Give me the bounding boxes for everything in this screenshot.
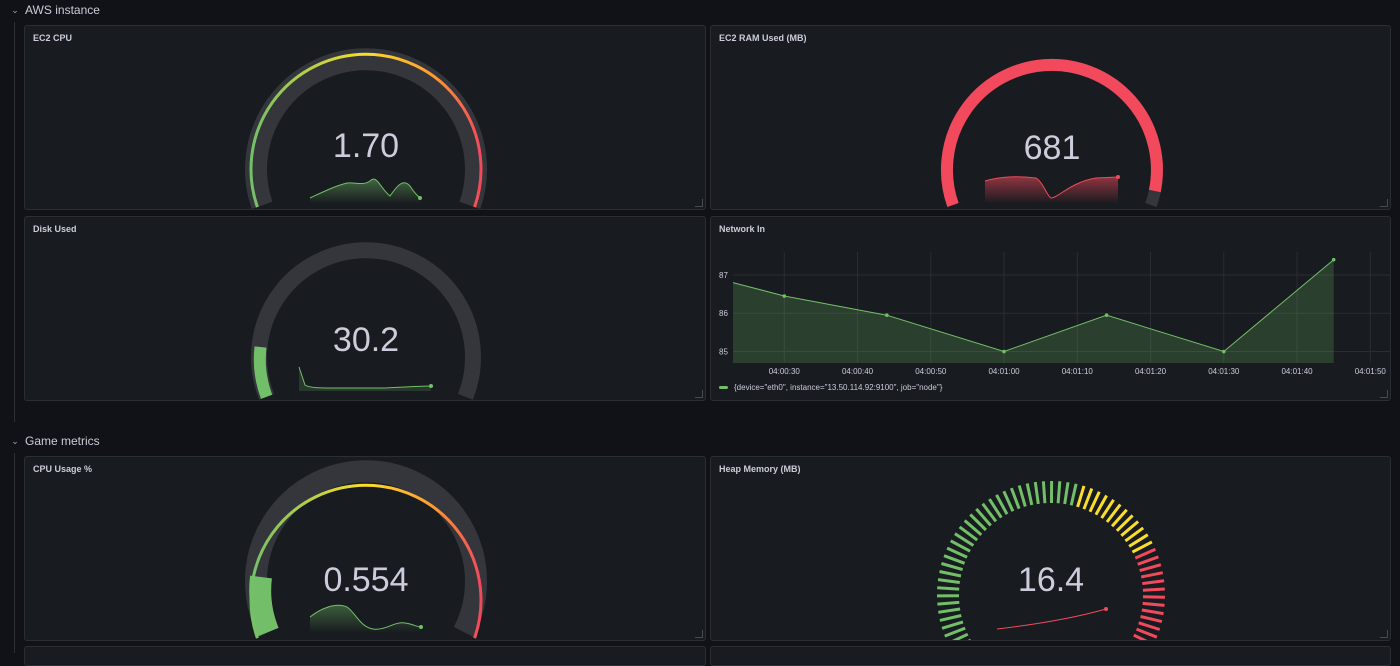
gauge-segment — [1143, 589, 1165, 590]
x-tick-label: 04:01:00 — [988, 367, 1020, 376]
legend-label: {device="eth0", instance="13.50.114.92:9… — [734, 383, 942, 392]
gauge-value: 0.554 — [323, 561, 408, 599]
y-tick-label: 87 — [719, 271, 728, 280]
gauge-segment — [940, 616, 961, 621]
sparkline-point — [1116, 175, 1120, 179]
gauge-track — [256, 471, 476, 632]
data-point — [1222, 350, 1226, 354]
gauge-value-arc — [260, 577, 268, 632]
gauge-segment — [1143, 603, 1165, 605]
gauge-segment — [1019, 486, 1025, 507]
gauge-segment — [1071, 484, 1076, 506]
x-tick-label: 04:00:40 — [842, 367, 874, 376]
gauge-value: 681 — [1024, 129, 1081, 167]
gauge-segment — [1078, 486, 1084, 507]
gauge-value: 1.70 — [333, 127, 399, 165]
gauge-segment — [942, 622, 963, 628]
panel-ec2-ram[interactable]: EC2 RAM Used (MB) 681 — [710, 25, 1391, 210]
gauge-segment — [945, 628, 966, 636]
gauge-segment — [1142, 581, 1164, 584]
heap-memory-gauge: 16.4 — [711, 457, 1391, 641]
x-tick-label: 04:01:50 — [1355, 367, 1387, 376]
gauge-segment — [938, 609, 960, 612]
gauge-value: 16.4 — [1018, 561, 1084, 599]
panel-cpu-usage[interactable]: CPU Usage % 0.554 — [24, 456, 706, 641]
panel-ec2-cpu[interactable]: EC2 CPU 1.70 — [24, 25, 706, 210]
row-divider — [14, 453, 15, 653]
gauge-segment — [1142, 610, 1164, 614]
x-tick-label: 04:00:50 — [915, 367, 947, 376]
y-tick-label: 86 — [719, 309, 728, 318]
data-point — [1105, 313, 1109, 317]
panel-partial-right[interactable] — [710, 646, 1391, 666]
gauge-segment — [952, 640, 971, 641]
gauge-segment — [1027, 484, 1032, 506]
gauge-segment — [1065, 482, 1068, 504]
row-header-aws-instance[interactable]: ⌄ AWS instance — [0, 0, 100, 20]
row-header-game-metrics[interactable]: ⌄ Game metrics — [0, 431, 100, 451]
row-divider — [14, 22, 15, 422]
cpu-usage-gauge: 0.554 — [25, 457, 706, 641]
chart-legend[interactable]: {device="eth0", instance="13.50.114.92:9… — [719, 383, 942, 392]
sparkline-area — [985, 177, 1118, 204]
gauge-segment — [1011, 488, 1019, 509]
data-point — [782, 294, 786, 298]
gauge-segment — [1137, 629, 1157, 637]
sparkline-point — [429, 384, 433, 388]
x-tick-label: 04:01:10 — [1062, 367, 1094, 376]
gauge-segment — [1139, 623, 1160, 630]
sparkline — [997, 609, 1106, 629]
gauge-segment — [1141, 617, 1162, 622]
disk-used-gauge: 30.2 — [25, 217, 706, 401]
legend-swatch — [719, 386, 728, 389]
sparkline-point — [1104, 607, 1108, 611]
chevron-down-icon: ⌄ — [9, 436, 21, 447]
network-in-chart: 85 86 87 04:00:30 04:00:40 04:00:50 04:01:00 0… — [711, 217, 1391, 401]
gauge-segment — [938, 580, 960, 583]
sparkline-area — [310, 605, 421, 633]
gauge-value: 30.2 — [333, 321, 399, 359]
gauge-segment — [941, 564, 962, 570]
resize-handle[interactable] — [695, 390, 703, 398]
x-tick-label: 04:01:40 — [1281, 367, 1313, 376]
gauge-segment — [937, 602, 959, 604]
y-tick-label: 85 — [719, 348, 728, 357]
data-point — [1002, 350, 1006, 354]
data-point — [885, 313, 889, 317]
panel-disk-used[interactable]: Disk Used 30.2 — [24, 216, 706, 401]
sparkline-point — [419, 625, 423, 629]
gauge-segment — [1084, 489, 1092, 510]
resize-handle[interactable] — [1380, 199, 1388, 207]
gauge-segment — [940, 572, 962, 577]
x-tick-label: 04:00:30 — [769, 367, 801, 376]
sparkline — [299, 367, 431, 388]
panel-partial-left[interactable] — [24, 646, 706, 666]
panel-heap-memory[interactable]: Heap Memory (MB) 16.4 — [710, 456, 1391, 641]
gauge-segment — [1138, 557, 1159, 564]
data-point — [1332, 258, 1336, 262]
gauge-value-arc — [260, 347, 267, 397]
gauge-segment — [1140, 565, 1161, 571]
resize-handle[interactable] — [695, 630, 703, 638]
resize-handle[interactable] — [1380, 390, 1388, 398]
x-tick-label: 04:01:20 — [1135, 367, 1167, 376]
ec2-ram-gauge: 681 — [711, 26, 1391, 210]
x-tick-label: 04:01:30 — [1208, 367, 1240, 376]
gauge-segment — [1058, 481, 1060, 503]
gauge-segment — [1035, 482, 1038, 504]
gauge-segment — [937, 588, 959, 589]
row-title: AWS instance — [25, 3, 100, 17]
gauge-segment — [1043, 481, 1045, 503]
sparkline-point — [418, 196, 422, 200]
row-title: Game metrics — [25, 434, 100, 448]
resize-handle[interactable] — [1380, 630, 1388, 638]
ec2-cpu-gauge: 1.70 — [25, 26, 706, 210]
chevron-down-icon: ⌄ — [9, 5, 21, 16]
gauge-segment — [944, 556, 965, 564]
gauge-segment — [1141, 573, 1163, 577]
resize-handle[interactable] — [695, 199, 703, 207]
